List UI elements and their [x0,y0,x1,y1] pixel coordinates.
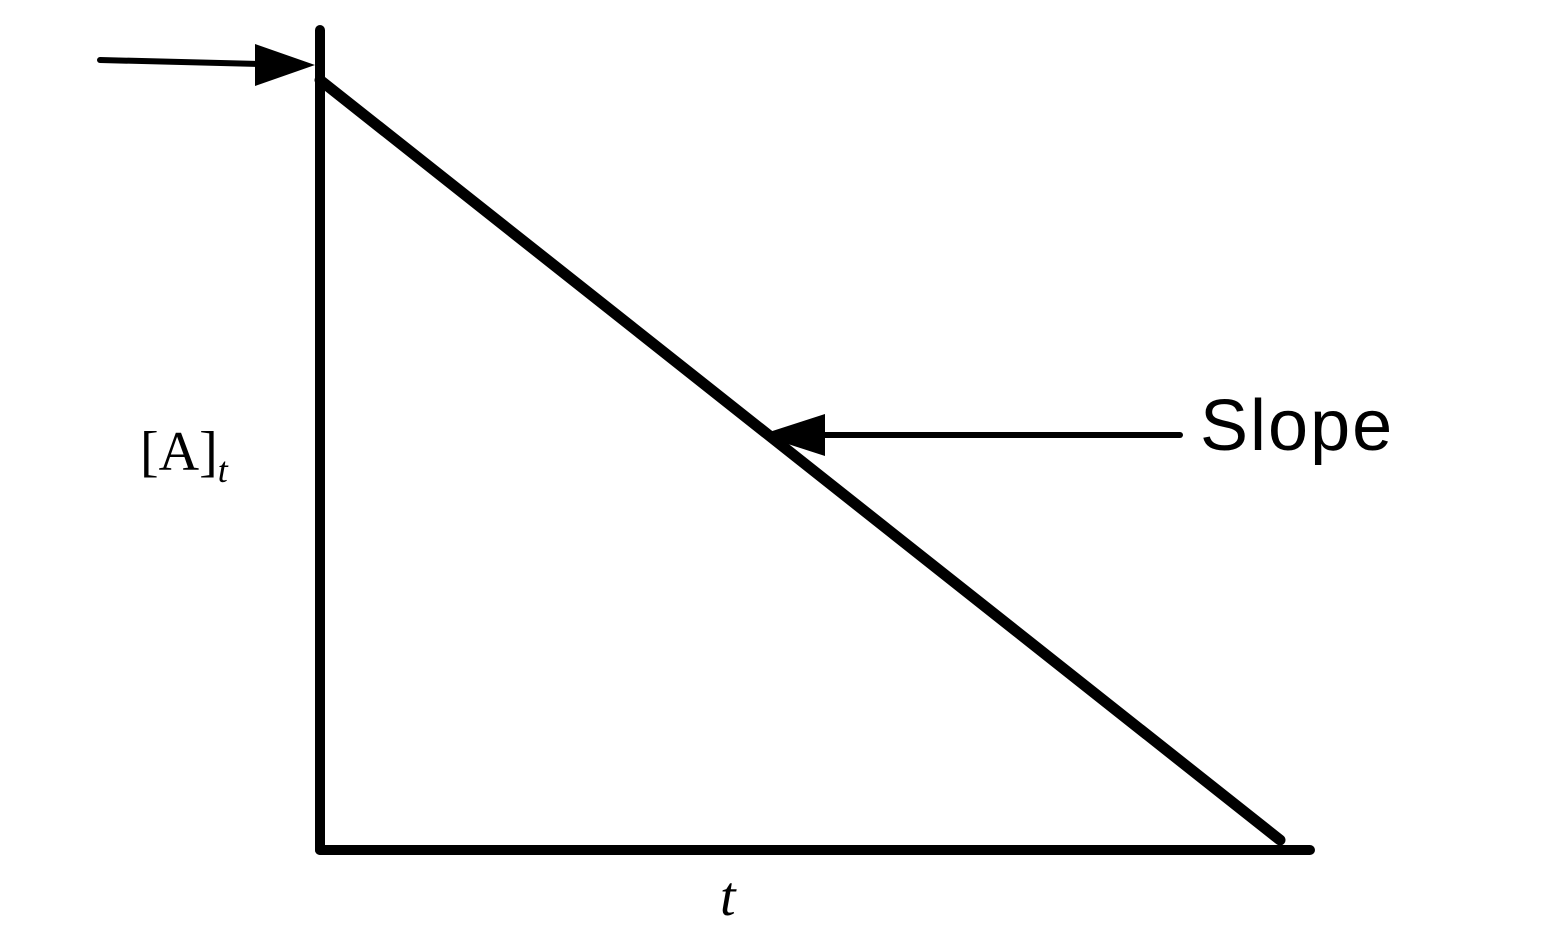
y-axis-label: [A]t [140,420,228,491]
slope-annotation-label: Slope [1200,385,1394,467]
y-axis-label-text: [A] [140,421,218,483]
concentration-vs-time-line [320,80,1280,840]
y-axis-label-subscript: t [218,450,228,490]
y-intercept-arrow-shaft [100,60,260,64]
zero-order-kinetics-chart: [A]t t Slope [30,20,1530,910]
x-axis-label: t [720,865,736,929]
y-intercept-arrow-head [255,44,315,86]
